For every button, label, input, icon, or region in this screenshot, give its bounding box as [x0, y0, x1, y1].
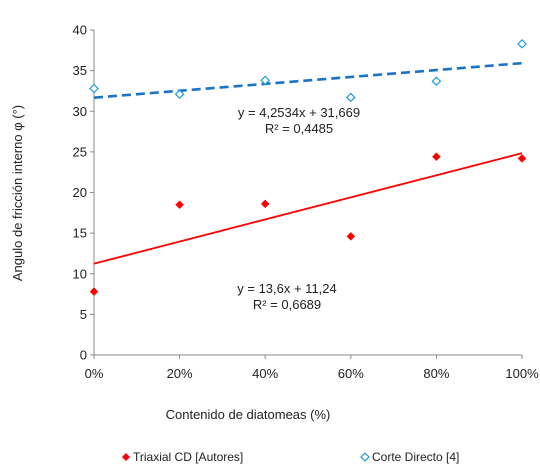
legend-marker-corte-directo — [360, 452, 370, 462]
trendline-series-1 — [93, 152, 523, 265]
y-ticks: 0 5 10 15 20 25 30 35 40 — [73, 23, 94, 363]
y-tick-label: 25 — [73, 144, 87, 159]
data-point-series-1 — [175, 200, 184, 210]
data-point-series-2 — [260, 75, 271, 86]
x-axis-label: Contenido de diatomeas (%) — [166, 407, 331, 422]
y-tick-label: 35 — [73, 63, 87, 78]
y-tick-label: 20 — [73, 185, 87, 200]
y-tick-label: 5 — [80, 307, 87, 322]
series-1-r2: R² = 0,6689 — [253, 297, 321, 312]
x-tick-label: 40% — [252, 366, 278, 381]
y-tick-label: 40 — [73, 23, 87, 38]
y-tick-label: 10 — [73, 266, 87, 281]
data-point-series-1 — [346, 232, 356, 241]
legend-label-triaxial: Triaxial CD [Autores] — [133, 450, 243, 464]
data-points — [89, 38, 527, 296]
trendline-series-2 — [93, 61, 523, 99]
legend-label-corte-directo: Corte Directo [4] — [372, 450, 459, 464]
legend: Triaxial CD [Autores] Corte Directo [4] — [122, 450, 459, 464]
series-1-equation: y = 13,6x + 11,24 — [237, 281, 337, 296]
x-ticks: 0% 20% 40% 60% 80% 100% — [85, 355, 539, 381]
data-point-series-2 — [517, 38, 527, 49]
x-tick-label: 80% — [423, 366, 449, 381]
data-point-series-1 — [89, 287, 99, 296]
y-tick-label: 0 — [80, 348, 87, 363]
trendline-equations: y = 4,2534x + 31,669 R² = 0,4485 y = 13,… — [237, 105, 360, 312]
data-point-series-1 — [517, 154, 527, 163]
data-point-series-2 — [345, 92, 356, 103]
series-2-r2: R² = 0,4485 — [265, 121, 333, 136]
y-axis-label: Angulo de fricción interno φ (°) — [10, 105, 25, 281]
x-tick-label: 20% — [167, 366, 193, 381]
x-tick-label: 60% — [338, 366, 364, 381]
series-2-equation: y = 4,2534x + 31,669 — [238, 105, 360, 120]
y-tick-label: 30 — [73, 104, 87, 119]
y-tick-label: 15 — [73, 226, 87, 241]
data-point-series-2 — [174, 89, 185, 100]
x-tick-label: 100% — [505, 366, 539, 381]
data-point-series-1 — [432, 152, 441, 162]
data-point-series-2 — [89, 83, 99, 94]
x-tick-label: 0% — [85, 366, 104, 381]
data-point-series-2 — [431, 76, 442, 87]
trendlines — [93, 61, 523, 265]
data-point-series-1 — [260, 199, 270, 209]
legend-marker-triaxial — [122, 453, 130, 461]
